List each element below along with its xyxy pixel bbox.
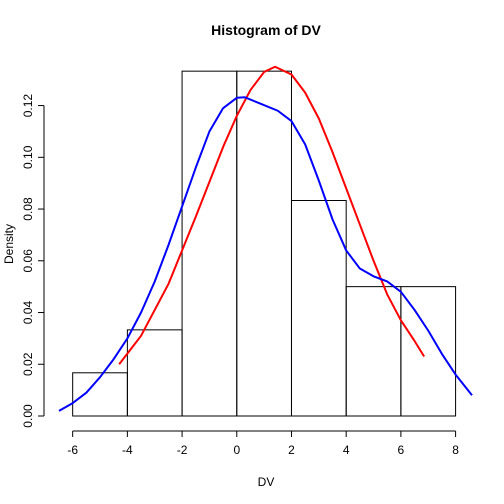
y-axis-label: Density xyxy=(2,224,16,264)
density-curve-1 xyxy=(58,96,473,412)
y-tick-label-0: 0.00 xyxy=(21,404,35,428)
density-curve-0 xyxy=(118,65,425,365)
x-tick-label-6: 6 xyxy=(398,443,405,457)
x-tick-label-4: 2 xyxy=(288,443,295,457)
histogram-bar-0 xyxy=(72,372,128,417)
x-tick-label-0: -6 xyxy=(67,443,78,457)
y-tick-label-5: 0.10 xyxy=(21,145,35,169)
x-tick-label-1: -4 xyxy=(122,443,133,457)
density-curves xyxy=(58,65,473,412)
x-axis: -6 -4 -2 0 2 4 6 8 xyxy=(67,430,459,457)
x-tick-label-5: 4 xyxy=(343,443,350,457)
chart-title: Histogram of DV xyxy=(211,22,321,38)
y-axis: 0.00 0.02 0.04 0.06 0.08 0.10 0.12 xyxy=(21,94,45,428)
histogram-bar-6 xyxy=(400,286,457,417)
histogram-bar-3 xyxy=(236,70,292,417)
y-tick-label-3: 0.06 xyxy=(21,249,35,273)
x-tick-label-7: 8 xyxy=(452,443,459,457)
histogram-bar-2 xyxy=(181,70,238,417)
x-tick-label-3: 0 xyxy=(233,443,240,457)
y-tick-label-2: 0.04 xyxy=(21,301,35,325)
histogram-bars xyxy=(72,70,457,417)
x-tick-label-2: -2 xyxy=(177,443,188,457)
y-tick-label-4: 0.08 xyxy=(21,197,35,221)
y-tick-label-6: 0.12 xyxy=(21,94,35,118)
x-axis-label: DV xyxy=(258,475,275,489)
y-tick-label-1: 0.02 xyxy=(21,352,35,376)
